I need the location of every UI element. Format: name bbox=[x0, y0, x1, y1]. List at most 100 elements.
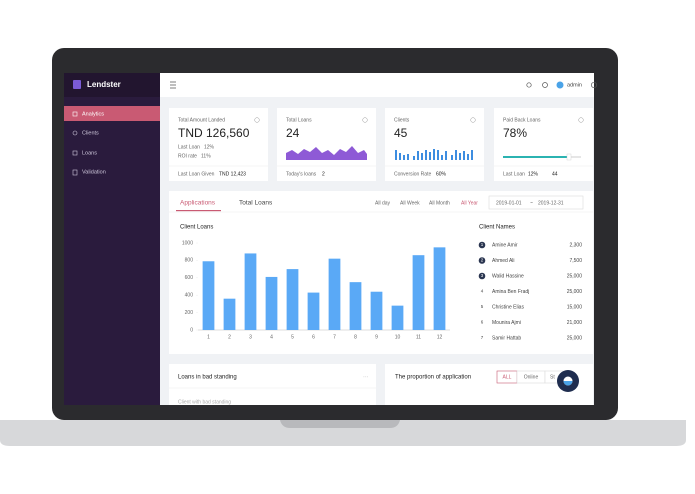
filter[interactable]: All Month bbox=[429, 200, 450, 206]
rank: 2 bbox=[481, 258, 484, 263]
panel-subtitle: Client with bad standing bbox=[178, 399, 231, 405]
x-tick-label: 4 bbox=[270, 334, 273, 340]
filter[interactable]: All day bbox=[375, 200, 391, 206]
chart-title: Client Loans bbox=[180, 225, 213, 231]
x-tick-label: 2 bbox=[228, 334, 231, 340]
date-separator: ~ bbox=[530, 200, 533, 206]
card-footer-label: Conversion Rate bbox=[394, 171, 431, 177]
user-name[interactable]: admin bbox=[567, 82, 582, 88]
card-value: 78% bbox=[503, 126, 527, 140]
panel-title: The proportion of application bbox=[395, 375, 471, 381]
menu-button[interactable] bbox=[170, 81, 176, 89]
client-amount: 25,000 bbox=[567, 273, 583, 279]
y-tick-label: 600 bbox=[185, 275, 194, 281]
y-tick-label: 800 bbox=[185, 258, 194, 264]
progress-fill bbox=[503, 156, 569, 158]
info-icon[interactable] bbox=[470, 117, 476, 123]
rank-badge bbox=[478, 257, 486, 264]
client-amount: 25,000 bbox=[567, 289, 583, 295]
rank-badge bbox=[478, 272, 486, 280]
client-name: Amina Ben Fradj bbox=[492, 289, 529, 295]
filter[interactable]: All Week bbox=[400, 200, 420, 206]
tab[interactable]: Total Loans bbox=[239, 200, 273, 207]
date-picker[interactable] bbox=[488, 195, 584, 210]
x-tick-label: 10 bbox=[395, 334, 401, 340]
client-name: Walid Hassine bbox=[492, 273, 524, 279]
card bbox=[277, 108, 376, 181]
more-icon[interactable]: ··· bbox=[363, 374, 369, 380]
nav-icon bbox=[72, 130, 78, 136]
nav-icon bbox=[72, 111, 78, 117]
sparkline-bars bbox=[395, 149, 473, 160]
client-amount: 7,500 bbox=[569, 258, 582, 264]
avatar[interactable] bbox=[556, 81, 564, 89]
tab-underline bbox=[176, 210, 221, 212]
bar bbox=[307, 292, 320, 330]
bar bbox=[286, 269, 299, 330]
client-amount: 2,300 bbox=[569, 242, 582, 248]
card bbox=[385, 108, 484, 181]
x-tick-label: 8 bbox=[354, 334, 357, 340]
button-label[interactable]: ALL bbox=[503, 374, 512, 380]
client-name: Samir Hattab bbox=[492, 335, 521, 341]
rank: 4 bbox=[481, 289, 484, 294]
filter[interactable]: All Year bbox=[461, 200, 478, 206]
card bbox=[494, 108, 593, 181]
laptop-base bbox=[0, 420, 686, 446]
app-name: Lendster bbox=[87, 80, 121, 89]
language-icon[interactable] bbox=[590, 81, 598, 89]
bar bbox=[349, 282, 362, 330]
card-footer-value: 2 bbox=[322, 171, 325, 177]
card bbox=[169, 108, 268, 181]
client-amount: 15,000 bbox=[567, 304, 583, 310]
x-tick-label: 5 bbox=[291, 334, 294, 340]
bar bbox=[328, 258, 341, 330]
nav-item[interactable]: Validation bbox=[82, 169, 106, 175]
x-tick-label: 3 bbox=[249, 334, 252, 340]
nav-item[interactable]: Clients bbox=[82, 130, 99, 136]
card-title: Paid Back Loans bbox=[503, 117, 541, 123]
card-footer-value: TND 12,423 bbox=[219, 171, 246, 177]
bar bbox=[433, 247, 446, 330]
card-value: 24 bbox=[286, 126, 300, 140]
search-icon[interactable] bbox=[526, 82, 532, 88]
bar bbox=[223, 298, 236, 330]
card-detail-label: Last Loan bbox=[178, 144, 200, 150]
y-tick-label: 400 bbox=[185, 293, 194, 299]
x-tick-label: 6 bbox=[312, 334, 315, 340]
client-name: Amine Amir bbox=[492, 242, 518, 248]
card-title: Total Loans bbox=[286, 117, 312, 123]
bad-standing-panel bbox=[169, 364, 376, 405]
nav-item[interactable]: Analytics bbox=[82, 111, 104, 117]
bar bbox=[265, 276, 278, 330]
floating-button-icon bbox=[563, 381, 573, 386]
rank-badge bbox=[478, 241, 486, 249]
client-name: Mounira Ajmi bbox=[492, 320, 521, 326]
button-label[interactable]: St bbox=[550, 374, 555, 380]
card-detail-label: ROI rate bbox=[178, 153, 197, 159]
date-end[interactable]: 2019-12-31 bbox=[538, 200, 564, 206]
rank: 5 bbox=[481, 304, 484, 309]
rank: 6 bbox=[481, 320, 484, 325]
client-amount: 25,000 bbox=[567, 335, 583, 341]
info-icon[interactable] bbox=[362, 117, 368, 123]
info-icon[interactable] bbox=[254, 117, 260, 123]
x-tick-label: 12 bbox=[437, 334, 443, 340]
logo bbox=[73, 80, 81, 89]
card-footer-label: Today's loans bbox=[286, 171, 317, 177]
progress-knob bbox=[566, 153, 572, 161]
list-title: Client Names bbox=[479, 225, 515, 231]
button-label[interactable]: Online bbox=[524, 374, 539, 380]
date-start[interactable]: 2019-01-01 bbox=[496, 200, 522, 206]
tab[interactable]: Applications bbox=[180, 200, 216, 207]
client-name: Ahmed Ali bbox=[492, 258, 515, 264]
info-icon[interactable] bbox=[578, 117, 584, 123]
nav-active bbox=[64, 106, 160, 121]
card-title: Total Amount Landed bbox=[178, 117, 225, 123]
card-footer-label: Last Loan bbox=[503, 171, 525, 177]
nav-item[interactable]: Loans bbox=[82, 150, 97, 156]
card-footer-value: 60% bbox=[436, 171, 447, 177]
rank: 3 bbox=[481, 273, 484, 278]
help-icon[interactable] bbox=[542, 82, 548, 88]
